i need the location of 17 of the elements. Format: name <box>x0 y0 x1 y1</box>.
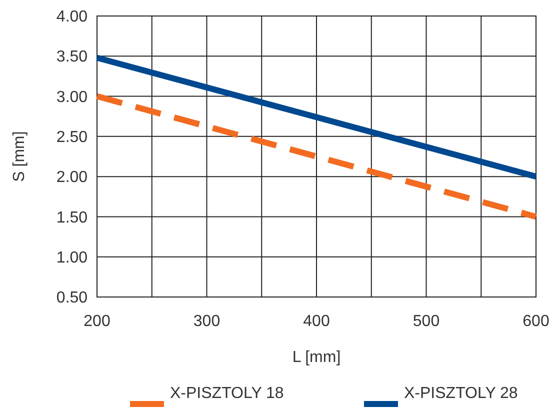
y-tick-label: 3.00 <box>56 88 88 106</box>
y-tick-label: 0.50 <box>56 290 88 307</box>
y-tick-label: 2.50 <box>56 129 88 146</box>
x-tick-label: 300 <box>193 313 220 330</box>
y-tick-label: 2.00 <box>56 169 88 186</box>
x-tick-label: 600 <box>522 313 550 330</box>
y-axis-title: S [mm] <box>11 131 28 182</box>
legend-label: X-PISZTOLY 28 <box>404 385 518 402</box>
x-tick-label: 400 <box>303 313 330 330</box>
x-axis-title: L [mm] <box>292 349 341 366</box>
x-tick-label: 500 <box>412 313 440 330</box>
x-tick-label: 200 <box>84 313 110 330</box>
y-tick-label: 4.00 <box>56 8 88 26</box>
legend-label: X-PISZTOLY 18 <box>170 385 284 402</box>
y-tick-label: 1.00 <box>56 249 88 266</box>
y-tick-label: 1.50 <box>56 209 88 226</box>
y-tick-label: 3.50 <box>56 48 88 66</box>
